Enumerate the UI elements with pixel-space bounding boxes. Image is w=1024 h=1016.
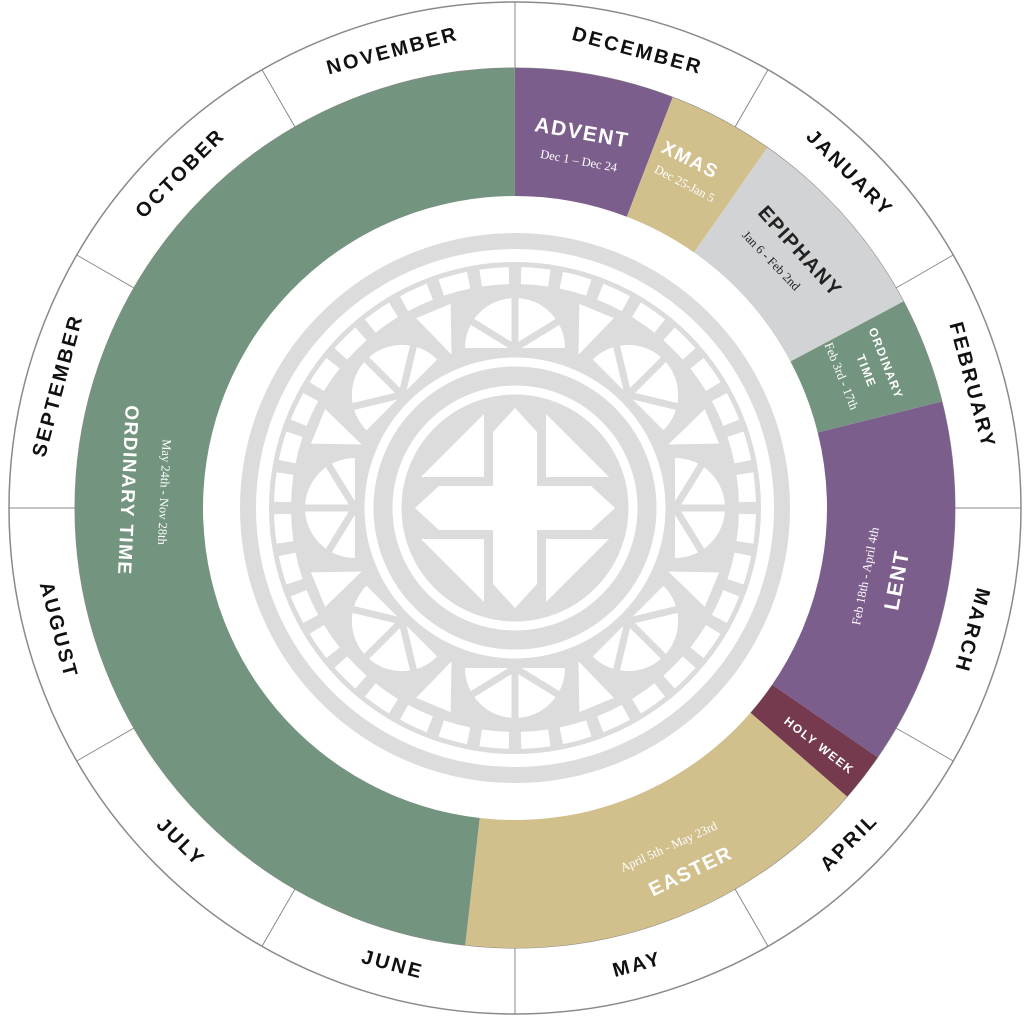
rose-block xyxy=(711,393,740,426)
rose-block xyxy=(290,393,319,426)
month-divider xyxy=(734,69,769,128)
rose-block xyxy=(559,271,592,296)
rose-block xyxy=(334,656,367,689)
season-segment-ordinary-summer xyxy=(75,68,515,946)
rose-block xyxy=(727,431,752,464)
rose-spoke xyxy=(315,506,358,571)
rose-block xyxy=(400,704,433,733)
rose-spoke xyxy=(608,620,632,691)
rose-block xyxy=(736,513,756,544)
cross-icon xyxy=(415,408,615,608)
cross-rose-window-icon xyxy=(240,233,790,783)
rose-spoke xyxy=(315,445,358,510)
rose-block xyxy=(711,590,740,623)
rose-spoke xyxy=(398,620,422,691)
rose-block xyxy=(309,357,340,391)
rose-spoke xyxy=(362,355,405,398)
rose-spoke xyxy=(672,506,715,571)
season-segment-holy-week xyxy=(750,684,878,797)
month-divider xyxy=(76,254,135,289)
season-segment-lent xyxy=(772,401,955,758)
rose-spoke xyxy=(332,391,403,415)
rose-block xyxy=(290,590,319,623)
cross-quadrant-panel xyxy=(546,539,609,602)
season-dates-ordinary-summer: May 24th - Nov 28th xyxy=(155,439,174,546)
rose-block xyxy=(309,625,340,659)
rose-spoke xyxy=(627,391,698,415)
rose-block xyxy=(479,729,510,749)
rose-outer-band xyxy=(240,233,790,783)
month-divider xyxy=(261,69,296,128)
cross-quadrant-panel xyxy=(421,414,484,477)
month-divider xyxy=(895,254,954,289)
rose-block xyxy=(274,472,294,503)
season-segment-ordinary-winter xyxy=(790,301,942,433)
rose-block xyxy=(632,683,666,714)
season-ring xyxy=(75,68,955,948)
rose-wedge xyxy=(310,571,362,607)
rose-block xyxy=(520,729,551,749)
season-segment-epiphany xyxy=(693,147,904,362)
rose-wedge xyxy=(416,661,452,713)
rose-block xyxy=(597,704,630,733)
rose-spoke xyxy=(625,618,668,661)
rose-block xyxy=(520,267,551,287)
rose-block xyxy=(727,552,752,585)
month-divider xyxy=(895,727,954,762)
rose-spoke xyxy=(625,355,668,398)
rose-wedge xyxy=(578,303,614,355)
month-divider xyxy=(734,888,769,947)
rose-spoke xyxy=(672,445,715,510)
month-divider xyxy=(76,727,135,762)
rose-block xyxy=(597,283,630,312)
rose-block xyxy=(438,720,471,745)
rose-block xyxy=(438,271,471,296)
rose-spoke xyxy=(513,665,578,708)
rose-spoke xyxy=(452,308,517,351)
season-segment-advent xyxy=(515,68,673,217)
rose-wedge xyxy=(668,409,720,445)
season-segment-xmas xyxy=(626,97,768,253)
rose-spoke xyxy=(627,601,698,625)
rose-block xyxy=(736,472,756,503)
rose-wedge xyxy=(578,661,614,713)
rose-block xyxy=(400,283,433,312)
cross-quadrant-panel xyxy=(421,539,484,602)
rose-spoke xyxy=(332,601,403,625)
rose-wedge xyxy=(416,303,452,355)
rose-block xyxy=(690,625,721,659)
rose-block xyxy=(632,302,666,333)
rose-spoke xyxy=(362,618,405,661)
rose-block xyxy=(663,656,696,689)
rose-block xyxy=(690,357,721,391)
rose-gap-ring xyxy=(364,357,666,659)
rose-inner-gap-ring xyxy=(392,385,638,631)
cross-quadrant-panel xyxy=(546,414,609,477)
rose-block xyxy=(278,431,303,464)
rose-wedge xyxy=(310,409,362,445)
month-divider xyxy=(261,888,296,947)
rose-spoke xyxy=(452,665,517,708)
rose-spoke xyxy=(398,325,422,396)
rose-block xyxy=(364,683,398,714)
rose-block xyxy=(364,302,398,333)
rose-block xyxy=(663,327,696,360)
rose-block xyxy=(479,267,510,287)
rose-spoke xyxy=(608,325,632,396)
rose-block xyxy=(334,327,367,360)
season-segment-easter xyxy=(465,712,848,948)
rose-wedge xyxy=(668,571,720,607)
rose-block xyxy=(274,513,294,544)
rose-spoke xyxy=(513,308,578,351)
rose-block xyxy=(278,552,303,585)
rose-block xyxy=(559,720,592,745)
